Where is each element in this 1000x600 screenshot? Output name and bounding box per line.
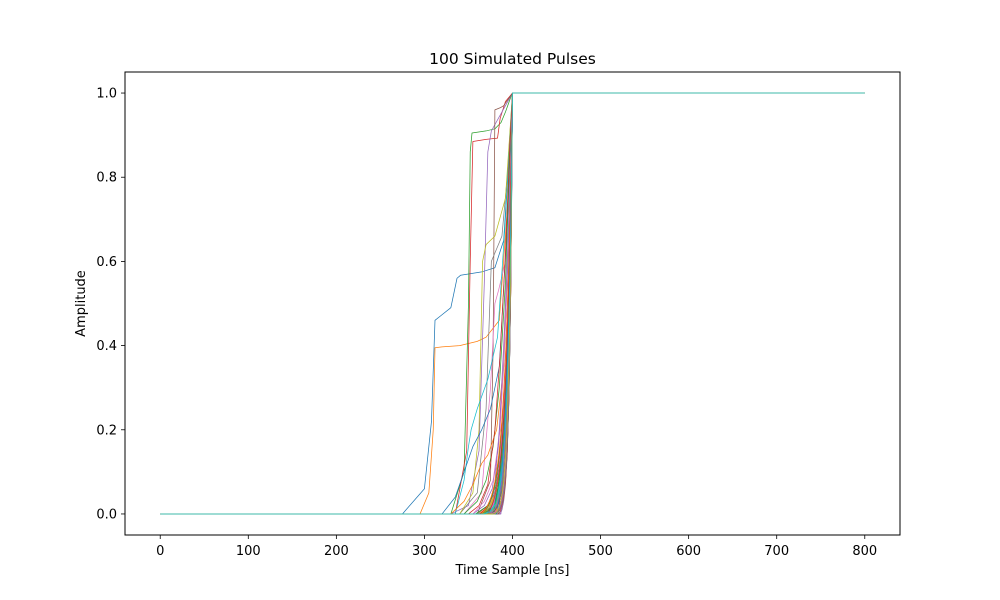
y-axis: 0.0 0.2 0.4 0.6 0.8 1.0 bbox=[96, 87, 125, 522]
pulse-line-99 bbox=[160, 92, 865, 515]
pulse-line-10 bbox=[160, 92, 865, 515]
pulse-line-94 bbox=[160, 92, 865, 515]
x-axis-label: Time Sample [ns] bbox=[455, 563, 570, 578]
x-tick-label: 0 bbox=[156, 544, 164, 559]
series-layer bbox=[160, 92, 865, 515]
pulse-line-9 bbox=[160, 92, 865, 515]
pulse-line-92 bbox=[160, 92, 865, 515]
pulse-line-100 bbox=[160, 92, 865, 515]
y-axis-label: Amplitude bbox=[74, 270, 89, 337]
x-tick-label: 100 bbox=[236, 544, 261, 559]
y-tick-label: 1.0 bbox=[96, 87, 117, 102]
x-tick-label: 400 bbox=[500, 544, 525, 559]
x-tick-label: 800 bbox=[852, 544, 877, 559]
x-tick-label: 300 bbox=[412, 544, 437, 559]
y-tick-label: 0.6 bbox=[96, 255, 117, 270]
y-tick-label: 0.2 bbox=[96, 423, 117, 438]
x-tick-label: 500 bbox=[588, 544, 613, 559]
x-tick-label: 200 bbox=[324, 544, 349, 559]
pulse-line-14 bbox=[160, 92, 865, 515]
x-tick-label: 700 bbox=[764, 544, 789, 559]
pulse-line-6 bbox=[160, 92, 865, 515]
y-tick-label: 0.8 bbox=[96, 171, 117, 186]
x-tick-label: 600 bbox=[676, 544, 701, 559]
y-tick-label: 0.0 bbox=[96, 507, 117, 522]
x-axis: 0 100 200 300 400 500 600 700 800 bbox=[156, 535, 877, 559]
pulse-line-5 bbox=[160, 92, 865, 515]
y-tick-label: 0.4 bbox=[96, 339, 117, 354]
chart-title: 100 Simulated Pulses bbox=[429, 50, 596, 68]
